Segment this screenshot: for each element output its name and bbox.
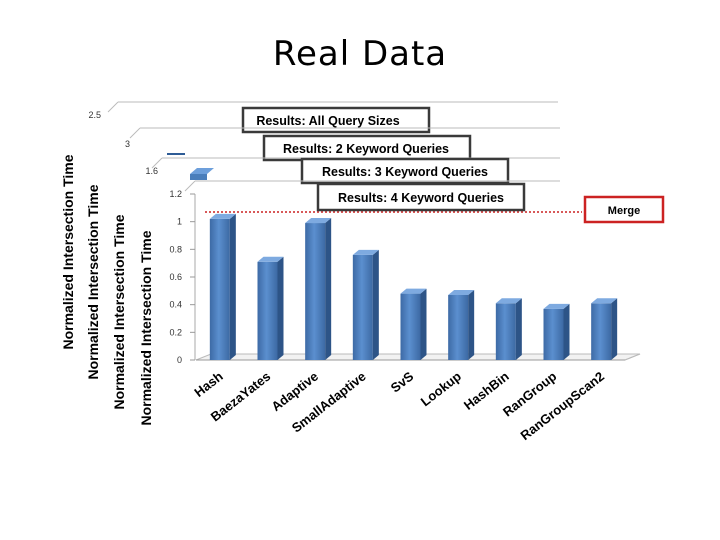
x-tick-label: SvS — [388, 368, 417, 395]
panel1-ylabel: Normalized Intersection Time — [60, 154, 76, 349]
y-tick-label: 0.2 — [169, 327, 182, 337]
panel3-title: Results: 3 Keyword Queries — [322, 165, 488, 179]
bars — [209, 213, 618, 360]
panel2-title: Results: 2 Keyword Queries — [283, 142, 449, 156]
panel3-title-box: Results: 3 Keyword Queries — [300, 157, 510, 185]
panel2-ylabel: Normalized Intersection Time — [85, 184, 101, 379]
bar — [305, 218, 332, 360]
panel3-ytick-max: 1.6 — [145, 166, 158, 176]
y-tick-label: 1.2 — [169, 189, 182, 199]
panel3-ylabel: Normalized Intersection Time — [111, 214, 127, 409]
panel-4-keyword: Normalized Intersection Time 0 0.2 0.4 0.6 0… — [138, 180, 665, 443]
bar — [257, 256, 284, 360]
x-tick-label: Hash — [191, 369, 225, 400]
y-tick-label: 0.8 — [169, 244, 182, 254]
bar — [591, 298, 618, 360]
panel1-ytick-max: 2.5 — [88, 110, 101, 120]
bar — [209, 213, 236, 360]
merge-label-box — [583, 195, 665, 224]
page-title: Real Data — [272, 34, 448, 74]
y-tick-label: 1 — [177, 217, 182, 227]
y-axis-label: Normalized Intersection Time — [138, 230, 154, 425]
bar — [448, 289, 475, 360]
chart-title: Results: 4 Keyword Queries — [338, 191, 504, 205]
bar — [352, 249, 379, 360]
bar — [400, 288, 427, 360]
x-tick-label: Lookup — [418, 369, 464, 410]
y-tick-label: 0.6 — [169, 272, 182, 282]
merge-label: Merge — [608, 205, 640, 217]
bar — [543, 303, 570, 360]
chart-title-box: Results: 4 Keyword Queries — [316, 182, 526, 212]
panel-2-keyword: 3 Results: 2 Keyword Queries Normalized … — [85, 127, 560, 380]
panel2-title-box: Results: 2 Keyword Queries — [262, 134, 472, 162]
y-tick-label: 0 — [177, 355, 182, 365]
panel-3-keyword: 1.6 Results: 3 Keyword Queries Normalize… — [111, 157, 560, 410]
y-tick-label: 0.4 — [169, 300, 182, 310]
panel2-ytick-max: 3 — [125, 139, 130, 149]
bar — [495, 298, 522, 360]
merge-reference: Merge — [205, 195, 665, 224]
panel1-title: Results: All Query Sizes — [256, 114, 399, 128]
x-tick-label: RanGroupScan2 — [518, 369, 608, 444]
